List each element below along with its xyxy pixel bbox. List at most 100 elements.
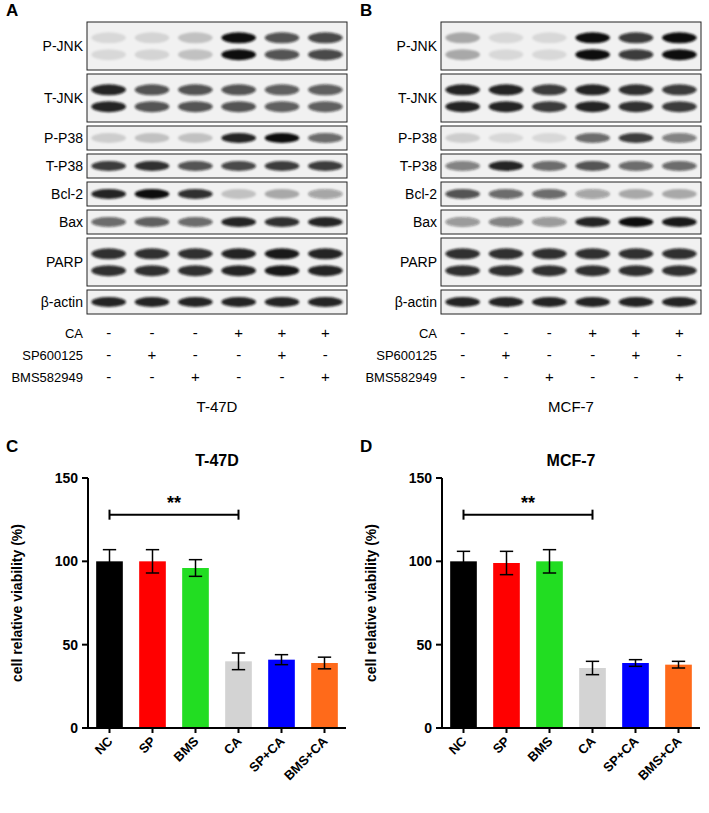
blot-frame bbox=[87, 182, 347, 206]
error-cap bbox=[629, 659, 642, 661]
band bbox=[265, 297, 300, 307]
treatment-sign: - bbox=[504, 368, 509, 385]
blot-frame bbox=[441, 182, 701, 206]
cell-line-label: T-47D bbox=[197, 398, 238, 415]
band bbox=[575, 217, 610, 227]
protein-label: Bax bbox=[413, 214, 437, 230]
band bbox=[532, 217, 567, 227]
band bbox=[619, 189, 654, 199]
protein-label: P-JNK bbox=[43, 38, 84, 54]
bar bbox=[450, 561, 477, 728]
protein-label: T-P38 bbox=[46, 158, 84, 174]
error-cap bbox=[500, 551, 513, 553]
error-cap bbox=[629, 666, 642, 668]
treatment-sign: + bbox=[588, 324, 597, 341]
band bbox=[445, 32, 480, 43]
error-line bbox=[109, 550, 111, 573]
treatment-sign: - bbox=[106, 346, 111, 363]
x-tick-label: CA bbox=[575, 733, 599, 757]
x-tick-label: SP bbox=[136, 733, 159, 756]
treatment-sign: + bbox=[321, 368, 330, 385]
band bbox=[135, 32, 170, 43]
band bbox=[489, 265, 524, 276]
bar bbox=[182, 568, 209, 728]
protein-label: β-actin bbox=[41, 294, 83, 310]
bar bbox=[96, 561, 123, 728]
treatment-sign: - bbox=[236, 368, 241, 385]
band bbox=[265, 217, 300, 227]
treatment-sign: - bbox=[677, 346, 682, 363]
protein-label: Bcl-2 bbox=[405, 186, 437, 202]
band bbox=[662, 133, 697, 143]
treatment-sign: + bbox=[148, 346, 157, 363]
error-line bbox=[152, 550, 154, 573]
band bbox=[445, 297, 480, 307]
blot-panel: BP-JNKT-JNKP-P38T-P38Bcl-2BaxPARPβ-actin… bbox=[360, 1, 701, 415]
band bbox=[532, 297, 567, 307]
band bbox=[619, 161, 654, 171]
treatment-label: CA bbox=[419, 326, 437, 341]
error-line bbox=[195, 560, 197, 577]
protein-label: β-actin bbox=[395, 294, 437, 310]
x-tick-label: SP+CA bbox=[246, 733, 288, 775]
error-bar bbox=[146, 550, 159, 573]
x-tick bbox=[281, 728, 283, 733]
band bbox=[221, 248, 256, 259]
band bbox=[308, 32, 343, 43]
protein-label: P-P38 bbox=[44, 130, 83, 146]
treatment-sign: + bbox=[191, 368, 200, 385]
blot-frame bbox=[441, 238, 701, 286]
band bbox=[221, 32, 256, 43]
band bbox=[135, 84, 170, 95]
band bbox=[135, 248, 170, 259]
y-axis-title: cell relative viability (%) bbox=[9, 524, 25, 682]
band bbox=[265, 133, 300, 143]
error-cap bbox=[146, 572, 159, 574]
error-line bbox=[635, 660, 637, 667]
treatment-label: SP600125 bbox=[22, 348, 83, 363]
blot-frame bbox=[87, 290, 347, 314]
band bbox=[662, 84, 697, 95]
error-cap bbox=[318, 668, 331, 670]
band bbox=[308, 84, 343, 95]
error-cap bbox=[189, 559, 202, 561]
band bbox=[178, 32, 213, 43]
blot-frame bbox=[87, 210, 347, 234]
band bbox=[91, 161, 126, 171]
band bbox=[662, 161, 697, 171]
panel-letter: A bbox=[6, 1, 18, 20]
error-cap bbox=[543, 572, 556, 574]
error-cap bbox=[232, 669, 245, 671]
x-tick-label: NC bbox=[92, 733, 116, 757]
blot-frame bbox=[441, 22, 701, 70]
bracket-end bbox=[592, 510, 594, 520]
band bbox=[619, 248, 654, 259]
band bbox=[265, 161, 300, 171]
treatment-sign: - bbox=[236, 346, 241, 363]
protein-label: Bax bbox=[59, 214, 83, 230]
error-bar bbox=[500, 551, 513, 574]
protein-label: T-JNK bbox=[44, 90, 84, 106]
protein-label: Bcl-2 bbox=[51, 186, 83, 202]
band bbox=[135, 49, 170, 60]
treatment-sign: - bbox=[634, 368, 639, 385]
band bbox=[91, 265, 126, 276]
treatment-sign: - bbox=[280, 368, 285, 385]
band bbox=[445, 265, 480, 276]
error-line bbox=[281, 655, 283, 665]
x-tick bbox=[109, 728, 111, 733]
band bbox=[91, 101, 126, 112]
band bbox=[575, 161, 610, 171]
band bbox=[265, 189, 300, 199]
panel-letter: B bbox=[360, 1, 372, 20]
x-tick-label: NC bbox=[446, 733, 470, 757]
treatment-sign: - bbox=[106, 368, 111, 385]
x-tick-label: SP+CA bbox=[600, 733, 642, 775]
band bbox=[178, 248, 213, 259]
band bbox=[532, 32, 567, 43]
treatment-sign: + bbox=[278, 346, 287, 363]
treatment-sign: - bbox=[193, 346, 198, 363]
band bbox=[221, 265, 256, 276]
error-cap bbox=[146, 549, 159, 551]
error-line bbox=[592, 661, 594, 674]
